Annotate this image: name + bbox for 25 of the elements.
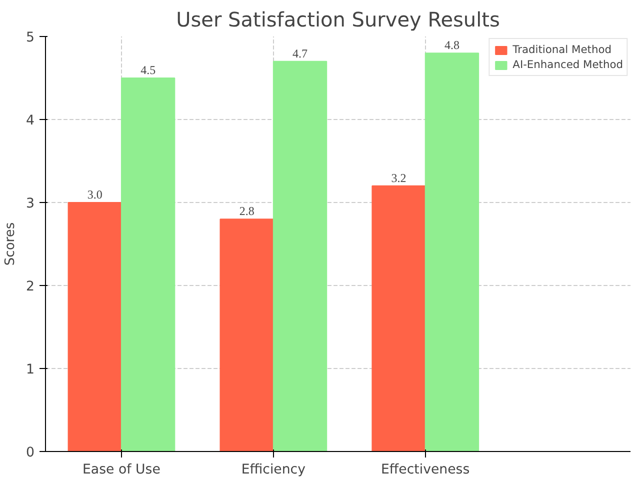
y-tick-label: 0 xyxy=(26,446,35,460)
legend-label: AI-Enhanced Method xyxy=(512,58,623,71)
bar xyxy=(272,60,328,452)
bar xyxy=(120,78,176,452)
y-tick-label: 1 xyxy=(26,362,35,378)
data-label: 3.2 xyxy=(391,170,406,185)
y-tick-label: 4 xyxy=(26,114,35,128)
bar xyxy=(220,218,274,452)
data-label: 4.7 xyxy=(292,46,308,60)
y-tick-label: 2 xyxy=(26,280,35,294)
data-label: 3.0 xyxy=(87,188,102,202)
data-label: 2.8 xyxy=(239,204,254,218)
bar xyxy=(68,202,122,452)
y-tick-label: 5 xyxy=(26,30,35,46)
y-axis-title: Scores xyxy=(3,222,18,266)
x-tick-label: Efficiency xyxy=(241,462,306,478)
chart-title: User Satisfaction Survey Results xyxy=(176,8,500,32)
bar xyxy=(372,185,426,452)
data-label: 4.8 xyxy=(444,38,460,52)
x-tick-label: Ease of Use xyxy=(82,462,160,478)
x-tick-label: Effectiveness xyxy=(381,462,470,478)
legend-label: Traditional Method xyxy=(512,43,612,56)
bar xyxy=(424,52,480,452)
data-label: 4.5 xyxy=(140,63,156,77)
y-tick-label: 3 xyxy=(26,196,35,212)
